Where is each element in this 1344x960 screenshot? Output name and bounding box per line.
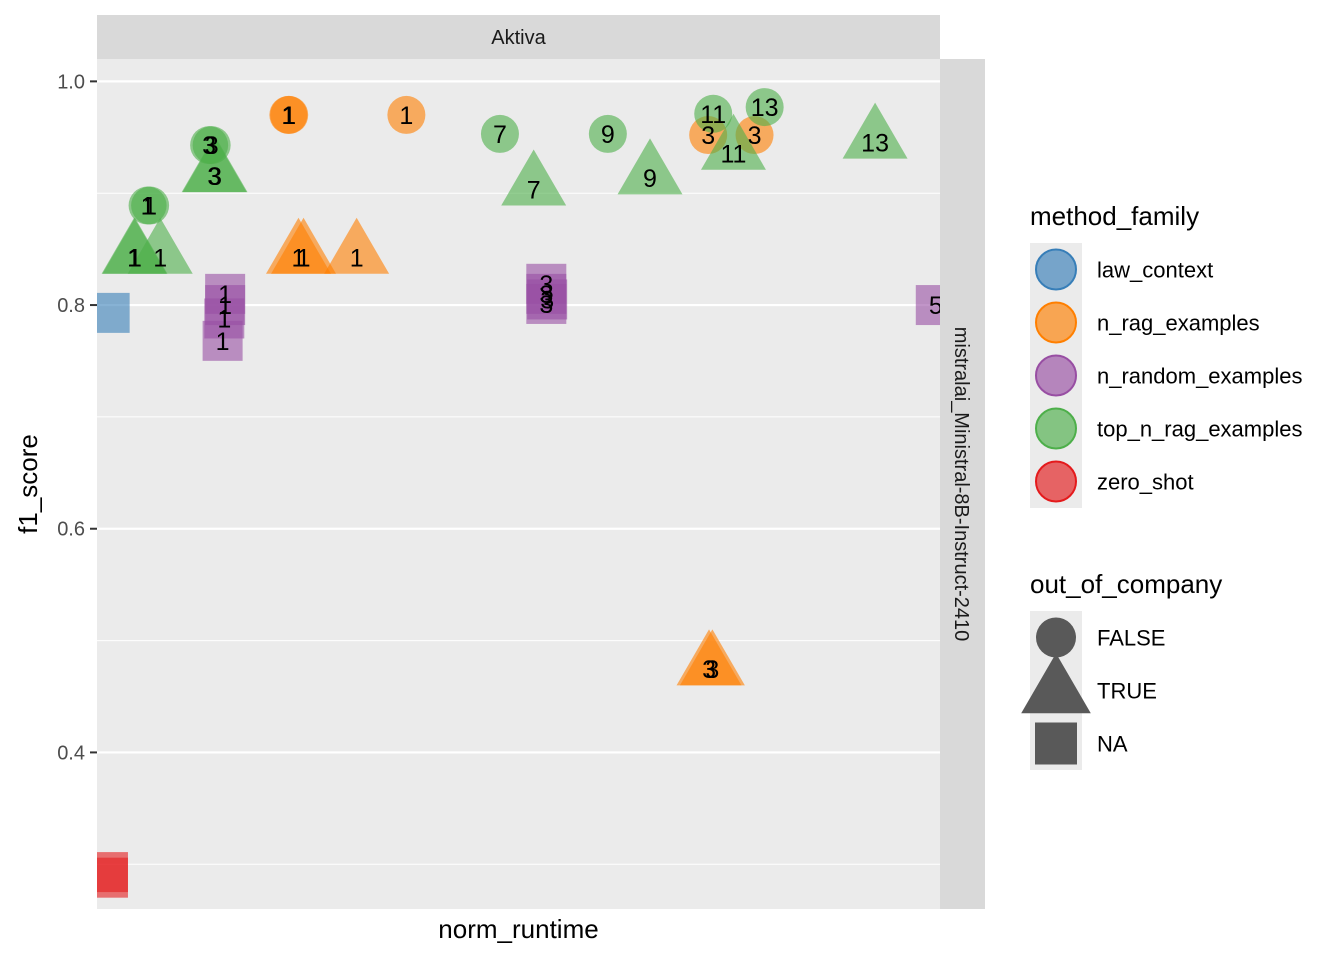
legend-symbol xyxy=(1035,407,1077,450)
point-label: 1 xyxy=(292,244,306,272)
legend-title: method_family xyxy=(1030,201,1199,231)
point-label: 11 xyxy=(720,140,746,168)
y-tick-label: 0.4 xyxy=(57,742,85,764)
point-label: 1 xyxy=(128,244,142,272)
point-label: 9 xyxy=(601,121,615,149)
point-label: 13 xyxy=(861,129,889,157)
point-label: 1 xyxy=(282,102,296,130)
point-label: 1 xyxy=(216,328,230,356)
point-label: 1 xyxy=(217,305,231,333)
point-label: 3 xyxy=(705,656,719,684)
grid-lines xyxy=(97,80,940,865)
point-label: 3 xyxy=(539,271,553,299)
point-label: 3 xyxy=(202,132,216,160)
data-point xyxy=(526,283,567,324)
data-point xyxy=(679,629,745,686)
facet-row-label: mistralai_Ministral-8B-Instruct-2410 xyxy=(950,327,972,642)
point-label: 3 xyxy=(539,281,553,309)
data-point xyxy=(270,95,309,134)
data-point xyxy=(745,88,784,127)
data-point xyxy=(97,292,130,333)
point-label: 1 xyxy=(297,244,311,272)
data-point xyxy=(700,113,766,170)
point-label: 1 xyxy=(153,244,167,272)
data-point xyxy=(97,857,128,898)
facet-strip-right xyxy=(940,59,985,909)
point-label: 3 xyxy=(205,132,219,160)
facet-col-label: Aktiva xyxy=(491,27,546,49)
legend-symbol xyxy=(1035,301,1077,344)
facet-strip-top xyxy=(97,15,940,59)
legend-symbol xyxy=(1035,354,1077,397)
data-point xyxy=(501,149,567,206)
point-label: 1 xyxy=(399,102,413,130)
y-axis-title: f1_score xyxy=(13,434,43,534)
point-label: 11 xyxy=(700,101,726,129)
legend-symbol xyxy=(1036,617,1076,658)
x-axis-title: norm_runtime xyxy=(438,914,598,944)
legend-title: out_of_company xyxy=(1030,569,1222,599)
point-label: 1 xyxy=(127,244,141,272)
point-label: 3 xyxy=(208,163,222,191)
legend-symbol xyxy=(1021,653,1091,714)
point-label: 3 xyxy=(539,291,553,319)
data-point xyxy=(182,136,248,193)
point-label: 3 xyxy=(207,163,221,191)
data-point xyxy=(324,217,390,274)
data-point xyxy=(387,95,426,134)
data-point xyxy=(271,217,337,274)
data-point xyxy=(842,102,908,159)
point-label: 13 xyxy=(751,94,779,122)
point-label: 1 xyxy=(281,102,295,130)
point-label: 1 xyxy=(350,244,364,272)
point-label: 1 xyxy=(143,193,157,221)
point-label: 3 xyxy=(701,122,715,150)
point-label: 7 xyxy=(493,121,507,149)
legend-label: TRUE xyxy=(1097,679,1157,704)
data-point xyxy=(588,114,627,153)
legend-label: FALSE xyxy=(1097,626,1165,651)
data-point xyxy=(101,217,167,274)
legend: method_family law_context n_rag_examples n_… xyxy=(1021,201,1302,770)
point-label: 1 xyxy=(141,193,155,221)
legend-symbol xyxy=(1035,722,1077,765)
legend-symbol xyxy=(1035,248,1077,291)
y-tick-label: 0.6 xyxy=(57,519,85,541)
legend-label: top_n_rag_examples xyxy=(1097,417,1302,442)
point-label: 3 xyxy=(748,122,762,150)
data-point xyxy=(480,114,519,153)
legend-label: zero_shot xyxy=(1097,470,1194,495)
y-tick-label: 1.0 xyxy=(57,71,85,93)
data-point xyxy=(617,138,683,195)
point-label: 5 xyxy=(929,292,943,320)
point-label: 9 xyxy=(643,165,657,193)
y-tick-label: 0.8 xyxy=(57,295,85,317)
data-point xyxy=(694,94,733,133)
legend-label: n_random_examples xyxy=(1097,364,1302,389)
data-point xyxy=(202,320,243,361)
legend-symbol xyxy=(1035,460,1077,503)
point-label: 1 xyxy=(218,281,232,309)
y-axis: 0.4 0.6 0.8 1.0 xyxy=(57,71,97,764)
point-label: 3 xyxy=(540,286,554,314)
point-label: 7 xyxy=(527,176,541,204)
legend-label: n_rag_examples xyxy=(1097,311,1260,336)
point-label: 1 xyxy=(218,292,232,320)
legend-label: NA xyxy=(1097,732,1128,757)
point-label: 3 xyxy=(702,656,716,684)
data-point xyxy=(131,186,170,225)
data-point xyxy=(915,285,940,326)
legend-label: law_context xyxy=(1097,258,1213,283)
